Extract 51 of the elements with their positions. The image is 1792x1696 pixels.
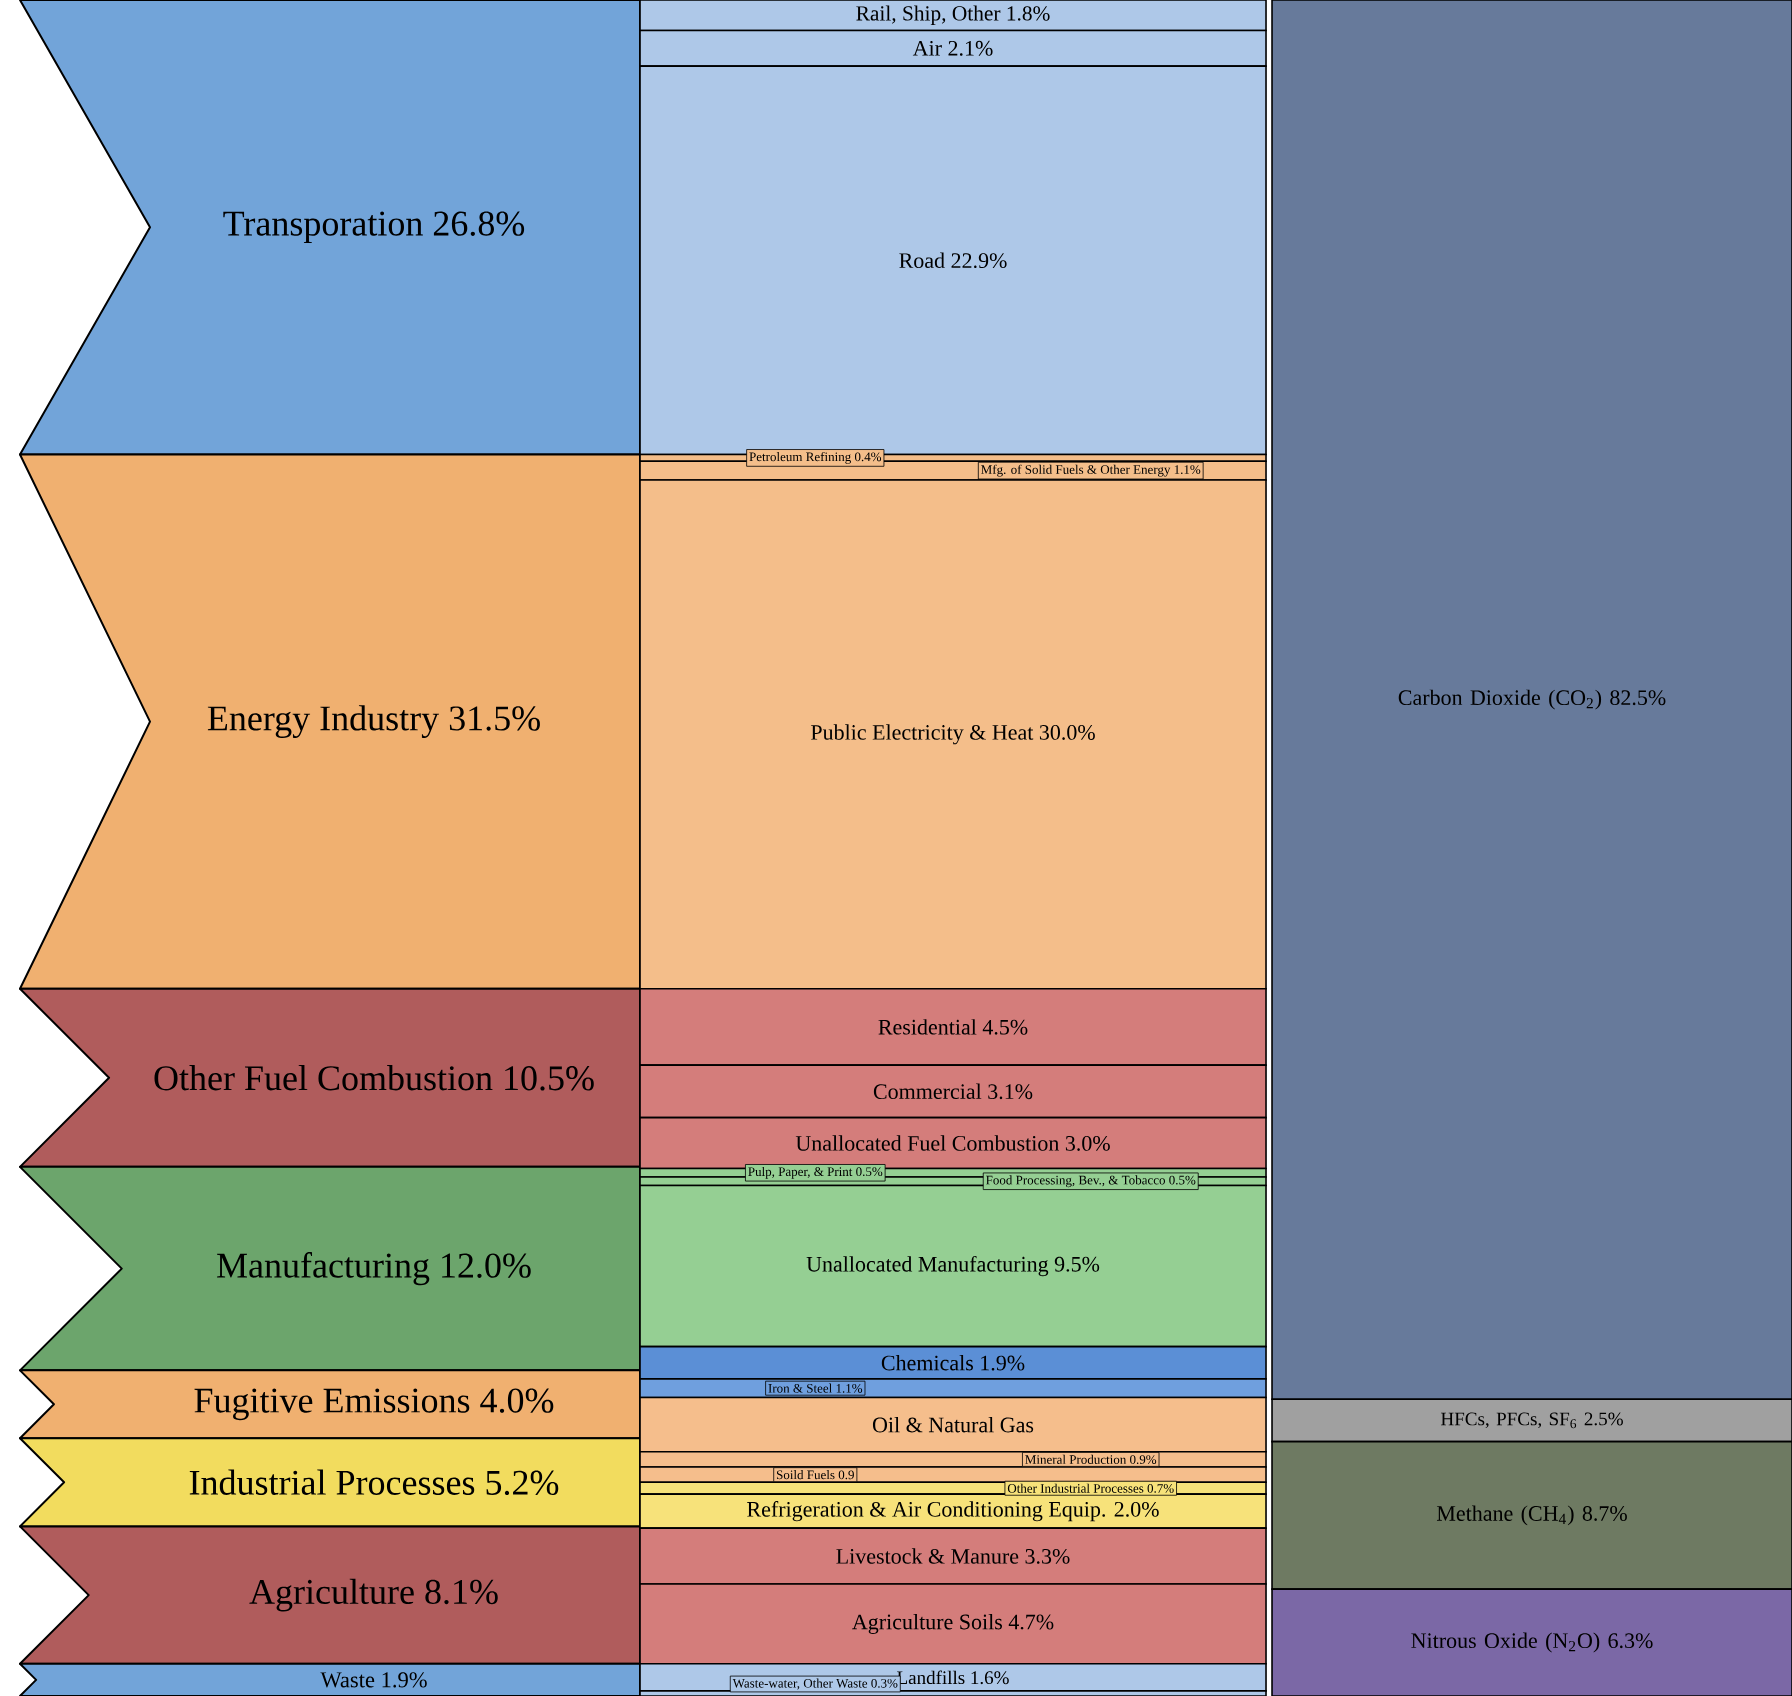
category-label: HFCs, PFCs, SF$_{6}$ <box>1441 1412 1577 1429</box>
category-label: Livestock & Manure <box>836 1548 1019 1564</box>
category-label: Rail, Ship, Other <box>856 5 1001 25</box>
data-label: 2.1% <box>948 40 993 56</box>
data-label: 8.7% <box>1582 1506 1627 1521</box>
data-label: 22.9% <box>951 253 1007 269</box>
data-label: 1.9% <box>382 1672 427 1688</box>
category-label: Landfills <box>897 1670 965 1685</box>
category-label: Nitrous Oxide (N$_{2}$O) <box>1411 1632 1600 1653</box>
data-label: 3.0% <box>1065 1135 1110 1151</box>
category-label: Oil & Natural Gas <box>872 1416 1034 1433</box>
data-label: 9.5% <box>1054 1256 1100 1272</box>
category-label: Chemicals <box>881 1354 973 1371</box>
data-label: 31.5% <box>449 706 540 731</box>
category-label: Manufacturing <box>217 1252 430 1286</box>
category-label: Public Electricity & Heat <box>810 724 1034 745</box>
category-label: Carbon Dioxide (CO$_{2}$) <box>1398 689 1602 710</box>
data-label: 10.5% <box>505 1066 594 1091</box>
data-label: 3.1% <box>988 1084 1033 1100</box>
data-label: 26.8% <box>433 211 525 236</box>
data-label: 4.5% <box>982 1019 1028 1035</box>
data-label: 8.1% <box>425 1579 498 1605</box>
data-label: 5.2% <box>486 1470 559 1496</box>
category-label: Commercial <box>873 1083 982 1100</box>
category-label: Fugitive Emissions <box>194 1388 470 1421</box>
category-label: Road <box>899 252 945 269</box>
category-label: Agriculture Soils <box>852 1613 1003 1634</box>
category-label: Agriculture <box>249 1578 414 1612</box>
data-label: 82.5% <box>1610 690 1666 706</box>
data-label: 1.8% <box>1007 6 1050 21</box>
data-label: 1.6% <box>971 1671 1009 1685</box>
data-label: 12.0% <box>442 1253 531 1278</box>
data-label: 2.0% <box>1114 1501 1159 1517</box>
category-label: Energy Industry <box>207 705 440 739</box>
category-label: Refrigeration & Air Conditioning Equip. <box>747 1501 1105 1522</box>
category-label: Methane (CH$_{4}$) <box>1436 1505 1574 1526</box>
category-label: Unallocated Fuel Combustion <box>795 1135 1060 1151</box>
category-label: Waste <box>320 1672 375 1688</box>
category-label: Air <box>912 40 942 56</box>
data-label: 6.3% <box>1608 1633 1653 1649</box>
data-label: 1.9% <box>981 1355 1025 1371</box>
category-label: Industrial Processes <box>189 1469 475 1495</box>
data-label: 30.0% <box>1039 725 1095 740</box>
category-label: Unallocated Manufacturing <box>806 1255 1049 1277</box>
data-label: 3.3% <box>1025 1548 1070 1564</box>
category-label: Residential <box>878 1019 977 1035</box>
category-label: Transporation <box>223 211 423 244</box>
data-label: 4.7% <box>1008 1614 1054 1630</box>
data-label: 2.5% <box>1584 1412 1623 1426</box>
category-label: Other Fuel Combustion <box>154 1065 493 1091</box>
data-label: 4.0% <box>480 1388 554 1413</box>
